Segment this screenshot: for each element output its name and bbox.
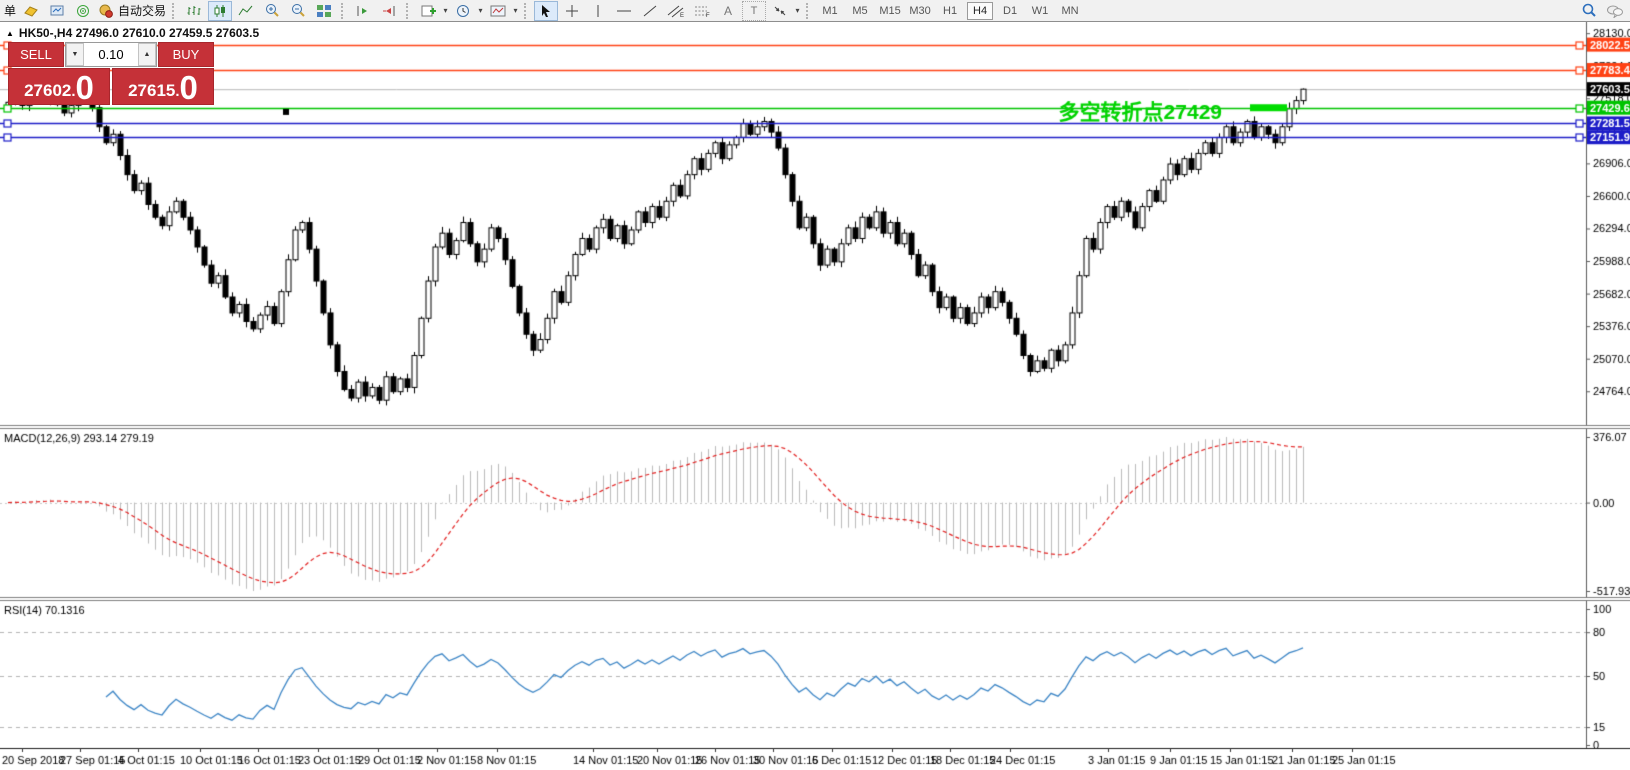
bar-chart-type-icon[interactable] — [182, 1, 206, 21]
equidistant-channel-tool-icon[interactable]: E — [664, 1, 688, 21]
one-click-trading-panel: SELL ▼ 0.10 ▲ BUY 27602. 0 27615. 0 — [8, 42, 214, 105]
buy-price-box[interactable]: 27615. 0 — [112, 68, 214, 105]
new-chart-dropdown-icon[interactable]: ▾ — [443, 6, 448, 15]
timeframe-m15[interactable]: M15 — [879, 4, 901, 17]
main-toolbar: 单 自动交易 — [0, 0, 1630, 22]
buy-price-pip: 0 — [179, 68, 198, 106]
autotrading-label[interactable]: 自动交易 — [118, 4, 167, 18]
text-tool-icon[interactable]: A — [724, 3, 733, 18]
timeframe-d1[interactable]: D1 — [1003, 4, 1018, 17]
templates-dropdown-icon[interactable]: ▾ — [513, 6, 518, 15]
periods-dropdown-icon[interactable]: ▾ — [478, 6, 483, 15]
market-watch-icon[interactable] — [45, 1, 69, 21]
sell-price-box[interactable]: 27602. 0 — [8, 68, 110, 105]
svg-text:F: F — [706, 13, 710, 18]
sell-price-pip: 0 — [75, 68, 94, 106]
arrows-dropdown-icon[interactable]: ▾ — [795, 6, 800, 15]
new-chart-icon[interactable] — [416, 1, 440, 21]
toolbar-grip[interactable] — [406, 2, 411, 19]
chart-region: ▲ HK50-,H4 27496.0 27610.0 27459.5 27603… — [0, 22, 1630, 770]
vertical-line-tool-icon[interactable] — [586, 1, 610, 21]
templates-icon[interactable] — [486, 1, 510, 21]
fibonacci-tool-icon[interactable]: F — [690, 1, 714, 21]
sell-price-dot: . — [71, 83, 76, 100]
timeframe-m1[interactable]: M1 — [822, 4, 838, 17]
collapse-quote-panel-icon[interactable]: ▲ — [6, 28, 14, 38]
toolbar-grip[interactable] — [172, 2, 177, 19]
timeframe-m30[interactable]: M30 — [909, 4, 931, 17]
volume-decrease-button[interactable]: ▼ — [66, 43, 84, 66]
zoom-in-icon[interactable] — [260, 1, 284, 21]
trendline-tool-icon[interactable] — [638, 1, 662, 21]
buy-price-dot: . — [175, 83, 180, 100]
volume-stepper: ▼ 0.10 ▲ — [65, 42, 157, 67]
buy-button[interactable]: BUY — [158, 42, 214, 67]
chart-title-text: HK50-,H4 27496.0 27610.0 27459.5 27603.5 — [18, 26, 260, 40]
sell-button[interactable]: SELL — [8, 42, 64, 67]
timeframe-h1[interactable]: H1 — [943, 4, 958, 17]
zoom-out-icon[interactable] — [286, 1, 310, 21]
crosshair-tool-icon[interactable] — [560, 1, 584, 21]
periods-clock-icon[interactable] — [451, 1, 475, 21]
volume-value[interactable]: 0.10 — [84, 43, 138, 66]
order-menu-label[interactable]: 单 — [4, 4, 17, 18]
chart-shift-icon[interactable] — [351, 1, 375, 21]
price-chart-canvas[interactable] — [0, 22, 1630, 770]
timeframe-w1[interactable]: W1 — [1031, 4, 1049, 17]
chart-ohlc-header: ▲ HK50-,H4 27496.0 27610.0 27459.5 27603… — [6, 26, 259, 40]
horizontal-line-tool-icon[interactable] — [612, 1, 636, 21]
toolbar-grip[interactable] — [341, 2, 346, 19]
search-icon[interactable] — [1577, 1, 1601, 21]
arrows-tool-icon[interactable] — [768, 1, 792, 21]
toolbar-grip[interactable] — [524, 2, 529, 19]
autotrading-icon[interactable] — [97, 1, 115, 21]
toolbar-grip[interactable] — [806, 2, 811, 19]
timeframe-m5[interactable]: M5 — [852, 4, 868, 17]
cursor-tool-icon[interactable] — [534, 0, 559, 21]
auto-scroll-icon[interactable] — [377, 1, 401, 21]
news-icon[interactable] — [71, 1, 95, 21]
timeframe-h4[interactable]: H4 — [967, 1, 994, 20]
timeframe-mn[interactable]: MN — [1061, 4, 1079, 17]
buy-price-main: 27615 — [128, 81, 176, 100]
svg-text:E: E — [680, 13, 684, 18]
candlestick-chart-type-icon[interactable] — [208, 0, 233, 21]
tile-windows-icon[interactable] — [312, 1, 336, 21]
volume-increase-button[interactable]: ▲ — [138, 43, 156, 66]
chat-icon[interactable] — [1603, 1, 1627, 21]
sell-price-main: 27602 — [24, 81, 72, 100]
line-chart-type-icon[interactable] — [234, 1, 258, 21]
new-order-icon[interactable] — [19, 1, 43, 21]
text-label-tool-icon[interactable]: T — [742, 0, 767, 21]
